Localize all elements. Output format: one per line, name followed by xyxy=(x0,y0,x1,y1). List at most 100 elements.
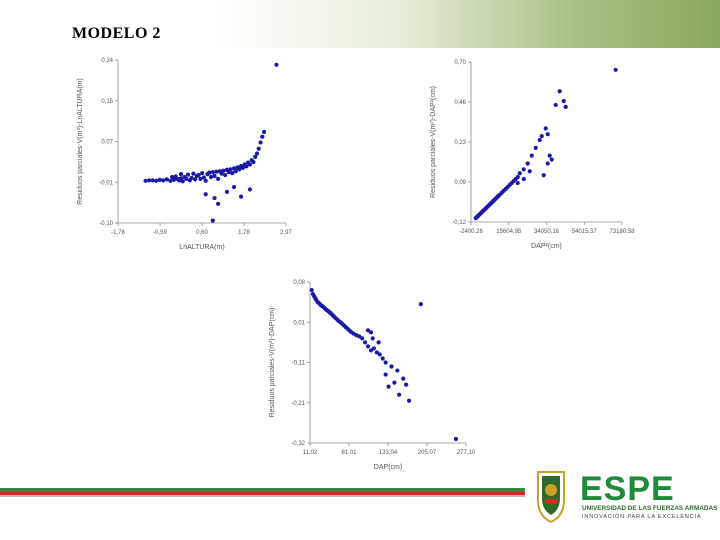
x-tick-label: 11,02 xyxy=(303,450,318,456)
x-tick-label: 1,78 xyxy=(238,230,250,236)
data-point xyxy=(453,436,459,442)
y-axis-label: Residuos parciales-V(m³)-LnALTURA(m) xyxy=(77,78,84,205)
data-point xyxy=(147,178,152,183)
data-point xyxy=(549,157,554,162)
y-tick-label: -0,10 xyxy=(99,221,113,227)
footer-stripes xyxy=(0,488,525,498)
data-point xyxy=(157,177,162,182)
data-point xyxy=(198,176,203,181)
data-point xyxy=(261,129,267,135)
x-axis-label: LnALTURA(m) xyxy=(179,244,224,251)
data-point xyxy=(370,336,375,341)
data-point xyxy=(543,126,548,131)
data-point xyxy=(247,187,253,192)
x-tick-label: 0,60 xyxy=(196,230,208,236)
data-point xyxy=(184,176,189,181)
data-point xyxy=(253,154,258,159)
data-point xyxy=(527,169,532,174)
data-point xyxy=(203,192,208,197)
data-point xyxy=(613,67,618,72)
data-point xyxy=(309,287,314,293)
data-point xyxy=(365,328,371,333)
data-point xyxy=(244,164,249,169)
x-tick-label: -0,59 xyxy=(153,230,167,236)
data-point xyxy=(418,302,423,307)
data-point xyxy=(203,178,208,183)
data-point xyxy=(256,146,261,151)
data-point xyxy=(521,176,526,182)
data-point xyxy=(377,352,382,357)
data-point xyxy=(547,153,552,158)
data-point xyxy=(164,177,169,182)
y-tick-label: -0,12 xyxy=(452,220,466,226)
data-point xyxy=(545,132,550,137)
data-point xyxy=(231,184,237,190)
data-point xyxy=(221,168,226,173)
data-point xyxy=(201,175,207,180)
y-axis-label: Residuos parciales-V(m³)-DAP²(cm) xyxy=(430,86,437,198)
data-point xyxy=(212,195,217,201)
data-point xyxy=(247,162,253,167)
x-axis-label: DAP(cm) xyxy=(374,464,402,471)
data-point xyxy=(401,376,406,381)
y-tick-label: -0,11 xyxy=(292,361,306,367)
data-point xyxy=(191,171,196,176)
data-point xyxy=(357,334,362,339)
data-point xyxy=(525,161,530,166)
data-point xyxy=(258,140,263,145)
data-point xyxy=(193,177,198,182)
data-point xyxy=(368,348,374,353)
data-point xyxy=(224,189,230,194)
x-tick-label: 73180,58 xyxy=(609,229,635,235)
x-tick-label: 15604,95 xyxy=(496,229,522,235)
data-point xyxy=(274,62,279,67)
data-point xyxy=(406,398,412,403)
slide-title: MODELO 2 xyxy=(72,25,161,42)
data-point xyxy=(154,178,159,183)
data-point xyxy=(210,218,215,223)
data-point xyxy=(238,194,244,199)
data-point xyxy=(240,165,245,170)
data-point xyxy=(212,173,217,179)
scatter-chart-dap2: 0,70 0,46 0,23 0,09 -0,12 -2400,26 15604,95 340… xyxy=(430,60,635,250)
data-point xyxy=(561,98,566,104)
data-point xyxy=(143,178,148,183)
data-point xyxy=(237,167,242,172)
data-point xyxy=(161,178,166,183)
x-tick-label: 205,07 xyxy=(418,450,437,456)
data-point xyxy=(251,160,256,165)
data-point xyxy=(395,368,400,373)
data-point xyxy=(541,173,546,178)
y-tick-label: 0,01 xyxy=(293,320,305,326)
data-point xyxy=(397,392,402,397)
x-tick-label: 34050,16 xyxy=(534,229,560,235)
data-point xyxy=(362,340,368,345)
data-point xyxy=(545,161,550,166)
data-point xyxy=(210,170,215,175)
data-point xyxy=(254,151,260,156)
data-point xyxy=(171,177,176,182)
shield-emblem-icon xyxy=(537,471,565,524)
y-tick-label: 0,08 xyxy=(293,280,305,286)
data-point xyxy=(223,172,228,178)
data-point xyxy=(208,174,214,180)
espe-logo: ESPE UNIVERSIDAD DE LAS FUERZAS ARMADAS … xyxy=(537,470,718,524)
data-point xyxy=(189,175,194,181)
scatter-chart-lnaltura: 0,24 0,15 0,07 -0,01 -0,10 -1,78 -0,59 0,60 1,78… xyxy=(77,58,292,251)
scatter-chart-dap: 0,08 0,01 -0,11 -0,21 -0,32 11,02 81,01 133,04 2… xyxy=(269,280,476,471)
y-tick-label: 0,46 xyxy=(454,100,466,106)
data-point xyxy=(404,382,409,387)
stripe-red xyxy=(0,492,525,495)
data-point xyxy=(563,104,568,109)
data-point xyxy=(386,384,391,389)
data-point xyxy=(371,346,376,351)
data-point xyxy=(368,330,374,335)
data-point xyxy=(380,356,385,361)
data-point xyxy=(539,134,544,139)
logo-line2: INNOVACIÓN PARA LA EXCELENCIA xyxy=(582,513,701,520)
data-point xyxy=(383,360,388,365)
data-point xyxy=(537,137,542,143)
stripe-green xyxy=(0,488,525,492)
x-tick-label: -1,78 xyxy=(111,230,125,236)
data-point xyxy=(228,167,233,172)
